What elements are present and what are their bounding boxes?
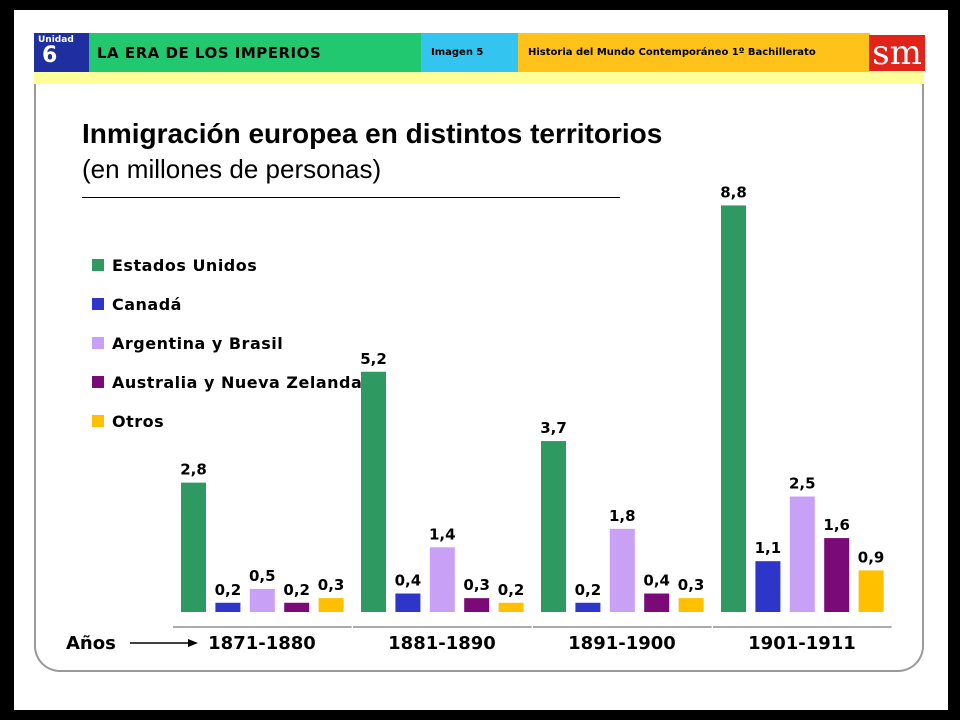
- bar: [395, 593, 421, 612]
- legend-item: Estados Unidos: [92, 254, 257, 276]
- course-label: Historia del Mundo Contemporáneo 1º Bach…: [528, 47, 816, 58]
- legend-swatch: [92, 376, 104, 388]
- bar: [498, 602, 524, 612]
- legend-label: Canadá: [112, 294, 182, 314]
- bar-value-label: 0,5: [249, 567, 276, 585]
- bar-value-label: 0,3: [678, 576, 705, 594]
- bar-value-label: 0,4: [395, 572, 422, 590]
- chart-title: Inmigración europea en distintos territo…: [82, 118, 663, 149]
- bar-value-label: 0,3: [318, 576, 345, 594]
- bar-value-label: 1,8: [609, 507, 636, 525]
- bar: [755, 561, 781, 612]
- era-title: LA ERA DE LOS IMPERIOS: [97, 43, 322, 62]
- bar: [824, 538, 850, 612]
- unit-label: Unidad: [38, 35, 74, 45]
- legend-swatch: [92, 259, 104, 271]
- bar: [215, 602, 241, 612]
- legend-label: Estados Unidos: [112, 255, 258, 275]
- bar: [789, 496, 815, 612]
- unit-badge: Unidad 6: [34, 33, 89, 72]
- bar: [721, 205, 746, 612]
- legend-label: Australia y Nueva Zelanda: [112, 372, 363, 392]
- bar: [429, 547, 455, 612]
- bar-value-label: 0,2: [283, 581, 310, 599]
- era-title-box: LA ERA DE LOS IMPERIOS: [89, 33, 421, 72]
- bar: [464, 598, 490, 612]
- bar-value-label: 0,2: [498, 581, 525, 599]
- chart-frame: [34, 84, 924, 672]
- image-number-box: Imagen 5: [421, 33, 518, 72]
- legend-swatch: [92, 298, 104, 310]
- bar: [678, 598, 704, 612]
- category-label: 1901-1911: [748, 633, 856, 654]
- bar: [644, 593, 670, 612]
- bar-value-label: 5,2: [360, 350, 387, 368]
- slide-header: Unidad 6 LA ERA DE LOS IMPERIOS Imagen 5…: [34, 33, 925, 72]
- image-number-label: Imagen 5: [431, 47, 484, 58]
- bar-value-label: 0,9: [858, 548, 885, 566]
- legend-swatch: [92, 415, 104, 427]
- bar: [318, 598, 344, 612]
- bar: [609, 528, 635, 612]
- bar: [361, 371, 386, 612]
- legend-label: Argentina y Brasil: [112, 333, 284, 353]
- bar-value-label: 8,8: [720, 183, 747, 201]
- bar-value-label: 0,4: [643, 572, 670, 590]
- brand-logo-text: sm: [869, 34, 925, 71]
- brand-logo: sm: [869, 33, 925, 72]
- course-box: Historia del Mundo Contemporáneo 1º Bach…: [518, 33, 870, 72]
- x-axis-arrow-head: [188, 639, 198, 647]
- bar-value-label: 1,4: [429, 525, 456, 543]
- bar-value-label: 2,5: [789, 475, 816, 493]
- chart-subtitle: (en millones de personas): [82, 154, 382, 184]
- bar-value-label: 0,3: [463, 576, 490, 594]
- bar: [575, 602, 601, 612]
- category-label: 1881-1890: [388, 633, 496, 654]
- bar: [249, 588, 275, 612]
- bar: [858, 570, 884, 612]
- legend-item: Argentina y Brasil: [92, 332, 283, 354]
- legend-label: Otros: [112, 411, 165, 431]
- bar-value-label: 0,2: [215, 581, 242, 599]
- bar-value-label: 2,8: [180, 461, 207, 479]
- legend-swatch: [92, 337, 104, 349]
- bar: [541, 441, 566, 612]
- x-axis-title: Años: [66, 633, 116, 654]
- title-divider: [82, 197, 620, 198]
- bar-value-label: 3,7: [540, 419, 567, 437]
- bar: [284, 602, 310, 612]
- category-label: 1891-1900: [568, 633, 676, 654]
- bar-value-label: 1,1: [755, 539, 782, 557]
- legend-item: Otros: [92, 410, 164, 432]
- bar-value-label: 1,6: [823, 516, 850, 534]
- unit-number: 6: [42, 43, 58, 68]
- bar-value-label: 0,2: [575, 581, 602, 599]
- bar: [181, 482, 206, 612]
- legend-item: Australia y Nueva Zelanda: [92, 371, 362, 393]
- header-rule: [34, 72, 924, 84]
- legend-item: Canadá: [92, 293, 182, 315]
- category-label: 1871-1880: [208, 633, 316, 654]
